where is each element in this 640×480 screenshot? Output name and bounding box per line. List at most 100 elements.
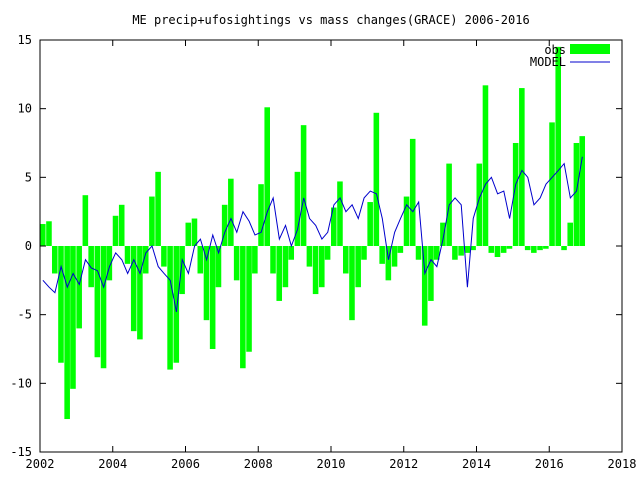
obs-bar	[70, 246, 76, 389]
obs-bar	[221, 204, 228, 246]
obs-bar	[433, 246, 440, 260]
obs-bar	[276, 246, 283, 301]
x-tick-label: 2004	[98, 457, 127, 471]
obs-bar	[524, 246, 531, 251]
obs-bar	[130, 246, 137, 332]
obs-bar	[118, 204, 125, 246]
obs-bar	[306, 246, 313, 267]
x-tick-label: 2014	[462, 457, 491, 471]
obs-bar	[179, 246, 185, 295]
obs-bar	[112, 215, 119, 246]
obs-bar	[355, 246, 361, 288]
x-tick-label: 2008	[244, 457, 273, 471]
obs-bar	[464, 246, 471, 253]
y-tick-label: -15	[10, 445, 32, 459]
obs-bar	[137, 246, 143, 340]
x-tick-label: 2006	[171, 457, 200, 471]
obs-bar	[488, 246, 495, 253]
obs-bar	[324, 246, 331, 260]
obs-bar	[246, 246, 252, 352]
obs-bar	[361, 246, 367, 260]
obs-bar	[506, 246, 513, 249]
obs-bar	[573, 143, 580, 246]
obs-bars	[40, 46, 586, 420]
obs-bar	[337, 181, 343, 246]
obs-bar	[282, 246, 289, 288]
obs-bar	[500, 246, 507, 253]
obs-bar	[100, 246, 107, 369]
obs-bar	[58, 246, 64, 363]
obs-bar	[149, 196, 155, 246]
x-tick-label: 2010	[317, 457, 346, 471]
obs-bar	[191, 218, 198, 246]
obs-bar	[215, 246, 222, 288]
model-line	[42, 156, 583, 313]
obs-bar	[470, 246, 476, 251]
obs-bar	[197, 246, 204, 274]
obs-bar	[233, 246, 240, 281]
obs-bar	[252, 246, 258, 274]
obs-bar	[94, 246, 101, 358]
obs-bar	[312, 246, 319, 295]
obs-bar	[543, 246, 549, 249]
obs-bar	[373, 112, 380, 246]
obs-bar	[452, 246, 458, 260]
obs-bar	[82, 195, 89, 246]
obs-bar	[367, 202, 373, 246]
obs-bar	[458, 246, 464, 256]
obs-bar	[531, 246, 537, 253]
obs-bar	[549, 122, 555, 246]
x-tick-label: 2016	[535, 457, 564, 471]
obs-bar	[64, 246, 70, 420]
obs-bar	[185, 222, 192, 246]
y-tick-label: 5	[25, 170, 32, 184]
legend: obs MODEL	[530, 43, 610, 69]
obs-bar	[300, 125, 307, 246]
obs-bar	[519, 88, 525, 246]
x-tick-label: 2012	[389, 457, 418, 471]
obs-bar	[264, 107, 270, 246]
obs-bar	[343, 246, 349, 274]
x-tick-label: 2018	[608, 457, 637, 471]
obs-bar	[124, 246, 131, 264]
chart-title: ME precip+ufosightings vs mass changes(G…	[132, 13, 529, 27]
obs-bar	[288, 246, 295, 260]
legend-obs-swatch	[570, 44, 610, 54]
obs-bar	[331, 207, 337, 246]
obs-bar	[397, 246, 404, 253]
obs-bar	[440, 222, 446, 246]
obs-bar	[391, 246, 398, 267]
obs-bar	[46, 221, 52, 246]
obs-bar	[155, 171, 161, 246]
obs-bar	[421, 246, 428, 326]
obs-bar	[52, 246, 58, 274]
obs-bar	[482, 85, 489, 246]
obs-bar	[561, 246, 567, 251]
obs-bar	[476, 163, 483, 246]
y-tick-label: -5	[18, 308, 32, 322]
obs-bar	[258, 184, 264, 246]
obs-bar	[579, 136, 586, 246]
obs-bar	[88, 246, 94, 288]
obs-bar	[40, 224, 46, 246]
model-line-layer	[42, 156, 583, 313]
obs-bar	[555, 46, 561, 247]
obs-bar	[415, 246, 422, 260]
obs-bar	[270, 246, 276, 274]
obs-bar	[76, 246, 82, 329]
obs-bar	[428, 246, 434, 301]
y-tick-label: -10	[10, 376, 32, 390]
obs-bar	[294, 171, 301, 246]
obs-bar	[161, 246, 167, 267]
y-tick-label: 10	[18, 102, 32, 116]
x-tick-label: 2002	[26, 457, 55, 471]
obs-bar	[409, 138, 416, 246]
obs-bar	[209, 246, 216, 349]
obs-bar	[494, 246, 501, 257]
obs-bar	[349, 246, 355, 321]
obs-bar	[379, 246, 385, 264]
legend-obs-label: obs	[544, 43, 566, 57]
obs-bar	[403, 196, 410, 246]
obs-bar	[173, 246, 180, 363]
y-tick-label: 0	[25, 239, 32, 253]
